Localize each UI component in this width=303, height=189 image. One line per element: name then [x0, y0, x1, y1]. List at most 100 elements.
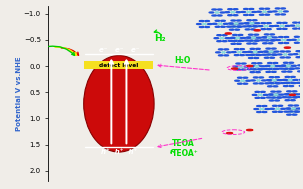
- Circle shape: [237, 26, 241, 27]
- Circle shape: [250, 66, 255, 67]
- Circle shape: [293, 79, 298, 80]
- Circle shape: [245, 23, 250, 24]
- Circle shape: [257, 69, 262, 70]
- Circle shape: [268, 69, 272, 70]
- Circle shape: [265, 51, 269, 52]
- Circle shape: [252, 37, 255, 38]
- Circle shape: [298, 97, 303, 98]
- Circle shape: [199, 21, 204, 22]
- Circle shape: [231, 26, 235, 27]
- Circle shape: [263, 68, 268, 69]
- Circle shape: [284, 62, 288, 63]
- Circle shape: [289, 94, 295, 95]
- Circle shape: [292, 108, 297, 109]
- Circle shape: [205, 27, 209, 28]
- Circle shape: [266, 65, 271, 66]
- Circle shape: [271, 40, 276, 41]
- Circle shape: [291, 100, 295, 101]
- Circle shape: [248, 40, 253, 41]
- Circle shape: [250, 23, 254, 24]
- Circle shape: [289, 62, 294, 63]
- Circle shape: [292, 83, 296, 84]
- Circle shape: [291, 94, 295, 95]
- Circle shape: [261, 91, 265, 92]
- Circle shape: [247, 51, 252, 52]
- Circle shape: [212, 15, 216, 16]
- Circle shape: [237, 37, 241, 38]
- Circle shape: [250, 72, 255, 73]
- Circle shape: [292, 108, 295, 109]
- Circle shape: [300, 111, 303, 112]
- Circle shape: [289, 68, 294, 69]
- Circle shape: [229, 29, 234, 30]
- Circle shape: [288, 71, 292, 72]
- Circle shape: [289, 80, 294, 81]
- Circle shape: [235, 29, 239, 30]
- Circle shape: [258, 26, 263, 27]
- Circle shape: [239, 66, 243, 67]
- Circle shape: [288, 105, 293, 106]
- Circle shape: [234, 40, 238, 41]
- Circle shape: [295, 68, 299, 69]
- Circle shape: [266, 40, 270, 41]
- Circle shape: [289, 86, 294, 87]
- Circle shape: [301, 68, 303, 69]
- Circle shape: [256, 66, 260, 67]
- Circle shape: [276, 91, 281, 92]
- Circle shape: [271, 91, 275, 92]
- Circle shape: [285, 25, 290, 26]
- Circle shape: [278, 54, 282, 55]
- Circle shape: [221, 26, 225, 27]
- Circle shape: [296, 57, 301, 58]
- Circle shape: [273, 37, 277, 38]
- Circle shape: [268, 94, 273, 95]
- Circle shape: [248, 34, 253, 35]
- Circle shape: [301, 57, 303, 58]
- Circle shape: [280, 51, 285, 52]
- Circle shape: [222, 41, 227, 42]
- Circle shape: [271, 97, 275, 98]
- Circle shape: [224, 49, 228, 50]
- Circle shape: [218, 9, 222, 10]
- Circle shape: [244, 40, 249, 41]
- Circle shape: [277, 22, 281, 23]
- Circle shape: [269, 94, 274, 95]
- Circle shape: [287, 65, 290, 66]
- Circle shape: [265, 83, 269, 84]
- Circle shape: [199, 27, 204, 28]
- Circle shape: [244, 66, 249, 67]
- Circle shape: [231, 68, 238, 69]
- Circle shape: [267, 80, 271, 81]
- Circle shape: [268, 63, 272, 64]
- Circle shape: [231, 37, 235, 38]
- Circle shape: [291, 82, 295, 83]
- Circle shape: [247, 43, 251, 44]
- Circle shape: [270, 40, 275, 41]
- Circle shape: [228, 23, 233, 24]
- Circle shape: [209, 12, 214, 13]
- Circle shape: [261, 37, 266, 38]
- Circle shape: [286, 57, 290, 58]
- Circle shape: [247, 129, 253, 131]
- Circle shape: [271, 65, 276, 66]
- Circle shape: [265, 108, 270, 109]
- Circle shape: [238, 83, 242, 84]
- Circle shape: [273, 80, 278, 81]
- Circle shape: [272, 11, 277, 12]
- Circle shape: [260, 40, 265, 41]
- Circle shape: [218, 23, 222, 24]
- Circle shape: [284, 36, 289, 37]
- Circle shape: [238, 40, 243, 41]
- Circle shape: [253, 83, 258, 84]
- Circle shape: [298, 65, 302, 66]
- Text: TEOA⁺: TEOA⁺: [172, 149, 198, 158]
- Circle shape: [222, 52, 225, 53]
- Text: H₂O: H₂O: [174, 56, 191, 65]
- Circle shape: [233, 26, 236, 27]
- Circle shape: [247, 37, 251, 38]
- Circle shape: [249, 66, 254, 67]
- Circle shape: [269, 26, 274, 27]
- Circle shape: [278, 97, 282, 98]
- Circle shape: [265, 66, 269, 67]
- Circle shape: [237, 43, 241, 44]
